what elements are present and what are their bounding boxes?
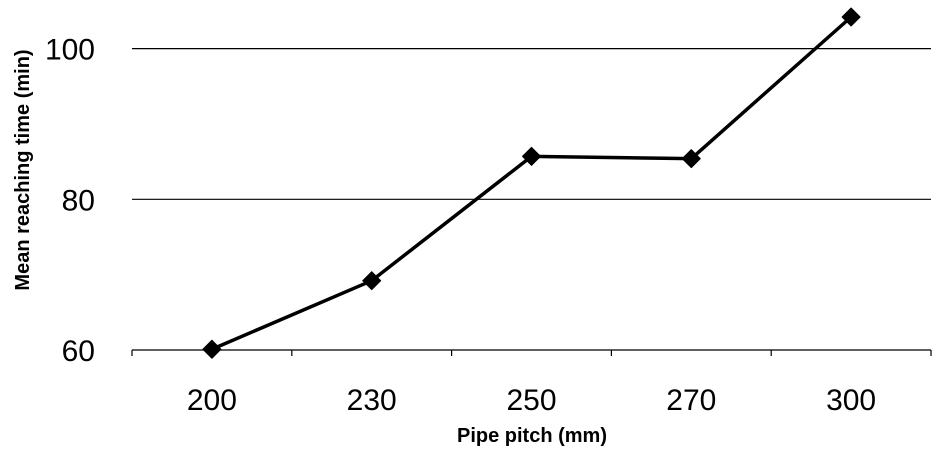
series-line <box>211 15 853 351</box>
x-tick-label-270: 270 <box>666 384 716 417</box>
y-tick-label-100: 100 <box>45 34 95 67</box>
y-axis-tick-labels: 60 80 100 <box>45 34 95 368</box>
data-point-200 <box>202 339 222 359</box>
x-tick-label-250: 250 <box>506 384 556 417</box>
data-point-270 <box>681 149 701 169</box>
y-tick-label-80: 80 <box>62 184 95 217</box>
x-tick-label-300: 300 <box>826 384 876 417</box>
y-axis-title: Mean reaching time (min) <box>12 49 34 290</box>
x-axis-tick-labels: 200 230 250 270 300 <box>187 384 876 417</box>
x-tick-label-230: 230 <box>347 384 397 417</box>
x-axis <box>131 349 932 356</box>
x-tick-label-200: 200 <box>187 384 237 417</box>
x-axis-title: Pipe pitch (mm) <box>457 425 607 447</box>
gridlines <box>132 48 931 200</box>
data-point-300 <box>841 7 861 27</box>
data-point-230 <box>362 271 382 291</box>
data-series <box>202 7 861 359</box>
y-tick-label-60: 60 <box>62 335 95 368</box>
data-point-250 <box>522 146 541 166</box>
